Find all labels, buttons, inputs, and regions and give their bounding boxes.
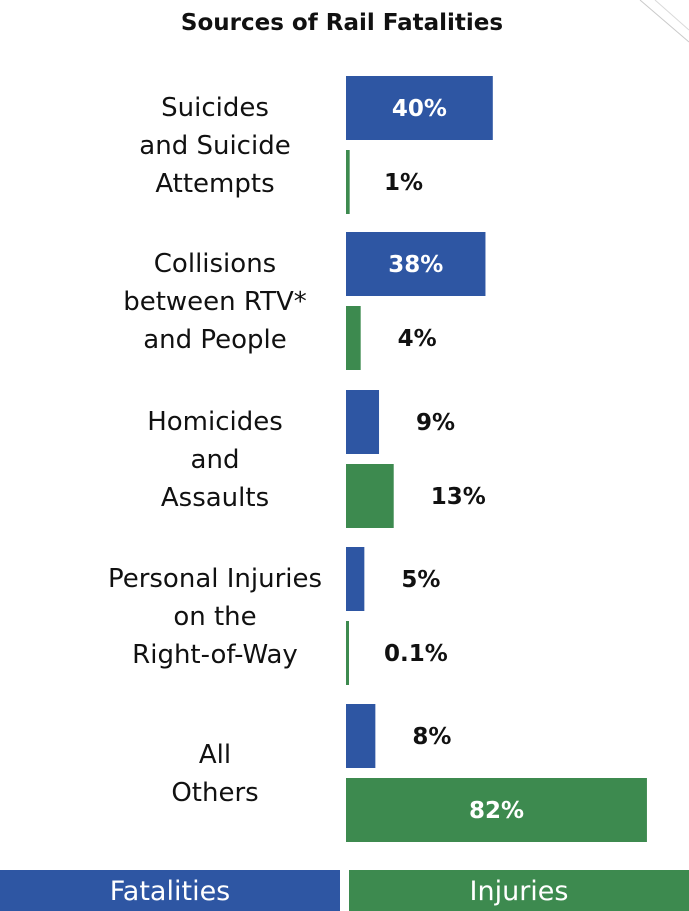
category-label: Homicides	[147, 407, 283, 437]
corner-decoration-line	[654, 0, 689, 31]
injuries-value-label: 82%	[469, 798, 524, 824]
fatalities-bar	[346, 547, 365, 611]
injuries-bar	[346, 464, 394, 528]
category-label: and People	[143, 325, 287, 355]
fatalities-bar	[346, 76, 493, 140]
injuries-value-label: 13%	[431, 484, 486, 510]
category-label: on the	[173, 602, 256, 632]
injuries-bar	[346, 778, 647, 842]
injuries-bar	[346, 621, 349, 685]
category-label: Personal Injuries	[108, 564, 322, 594]
injuries-value-label: 4%	[398, 326, 437, 352]
injuries-value-label: 1%	[384, 170, 423, 196]
injuries-value-label: 0.1%	[384, 641, 448, 667]
injuries-bar	[346, 306, 361, 370]
fatalities-value-label: 40%	[392, 96, 447, 122]
fatalities-value-label: 38%	[388, 252, 443, 278]
legend-fatalities-label: Fatalities	[110, 876, 231, 907]
fatalities-value-label: 5%	[401, 567, 440, 593]
fatalities-bar	[346, 232, 486, 296]
fatalities-bar	[346, 704, 376, 768]
bars: 40% 1% 38% 4% 9% 13% 5% 0.1% 8% 82%	[346, 76, 647, 842]
category-label: Attempts	[155, 169, 274, 199]
fatalities-value-label: 8%	[412, 724, 451, 750]
category-label: Suicides	[161, 93, 269, 123]
corner-decoration-line	[639, 0, 689, 43]
fatalities-value-label: 9%	[416, 410, 455, 436]
category-label: Others	[171, 778, 258, 808]
legend-fatalities-swatch	[0, 870, 340, 911]
legend-injuries-swatch	[349, 870, 689, 911]
category-label: Assaults	[161, 483, 269, 513]
legend-injuries-label: Injuries	[470, 876, 569, 907]
injuries-bar	[346, 150, 350, 214]
chart-title: Sources of Rail Fatalities	[181, 10, 503, 36]
category-label: between RTV*	[123, 287, 307, 317]
fatalities-bar	[346, 390, 380, 454]
category-label: Right-of-Way	[132, 640, 298, 670]
legend: Fatalities Injuries	[0, 870, 689, 911]
category-label: Collisions	[154, 249, 276, 279]
category-label: All	[199, 740, 231, 770]
category-labels: Suicides and Suicide Attempts Collisions bet…	[108, 93, 322, 808]
category-label: and Suicide	[139, 131, 290, 161]
category-label: and	[191, 445, 240, 475]
